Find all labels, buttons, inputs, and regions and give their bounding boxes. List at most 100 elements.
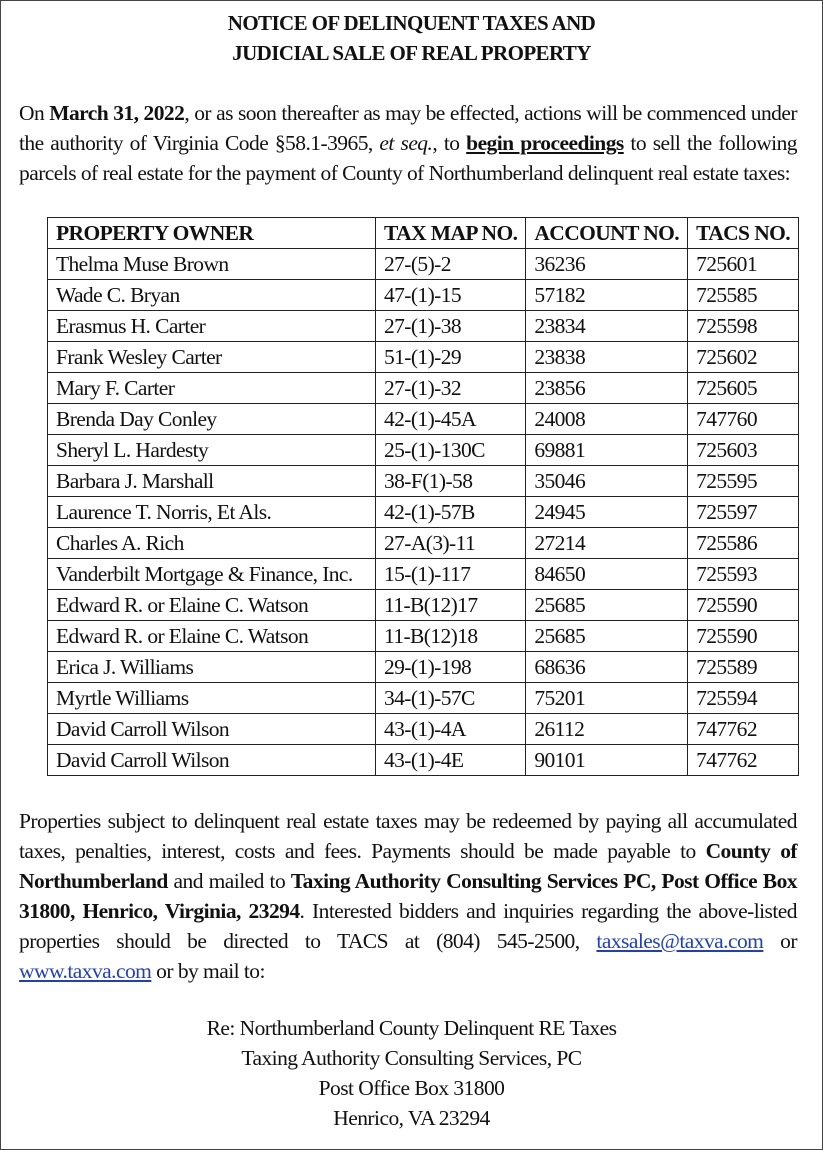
table-row: Erica J. Williams 29-(1)-198 68636 725589: [47, 651, 800, 683]
tacs-cell: 747760: [687, 403, 800, 435]
tax-map-cell: 27-(5)-2: [374, 248, 527, 280]
title-line: JUDICIAL SALE OF REAL PROPERTY: [232, 41, 591, 65]
tax-map-cell: 42-(1)-57B: [374, 496, 527, 528]
header-owner: PROPERTY OWNER: [47, 217, 376, 249]
header-tacs: TACS NO.: [687, 217, 800, 249]
table-row: Vanderbilt Mortgage & Finance, Inc. 15-(1…: [47, 558, 800, 590]
sale-date: March 31, 2022: [49, 101, 185, 125]
tacs-cell: 725605: [687, 372, 800, 404]
tacs-cell: 725601: [687, 248, 800, 280]
table-row: David Carroll Wilson 43-(1)-4E 90101 747762: [47, 744, 800, 776]
table-row: Wade C. Bryan 47-(1)-15 57182 725585: [47, 279, 800, 311]
table-row: Brenda Day Conley 42-(1)-45A 24008 747760: [47, 403, 800, 435]
account-cell: 36236: [525, 248, 689, 280]
tacs-cell: 725590: [687, 589, 800, 621]
owner-cell: Edward R. or Elaine C. Watson: [47, 589, 376, 621]
table-row: Myrtle Williams 34-(1)-57C 75201 725594: [47, 682, 800, 714]
tax-map-cell: 38-F(1)-58: [374, 465, 527, 497]
tax-map-cell: 27-(1)-32: [374, 372, 527, 404]
account-cell: 69881: [525, 434, 689, 466]
tacs-cell: 725602: [687, 341, 800, 373]
account-cell: 84650: [525, 558, 689, 590]
property-table: PROPERTY OWNER TAX MAP NO. ACCOUNT NO. T…: [47, 217, 800, 776]
begin-proceedings: begin proceedings: [466, 131, 624, 155]
table-row: Laurence T. Norris, Et Als. 42-(1)-57B 249…: [47, 496, 800, 528]
mailing-address: Re: Northumberland County Delinquent RE …: [206, 1016, 617, 1130]
header-tax-map: TAX MAP NO.: [374, 217, 527, 249]
table-row: Thelma Muse Brown 27-(5)-2 36236 725601: [47, 248, 800, 280]
account-cell: 26112: [525, 713, 689, 745]
account-cell: 25685: [525, 620, 689, 652]
redemption-paragraph: Properties subject to delinquent real es…: [19, 809, 798, 983]
tacs-cell: 725597: [687, 496, 800, 528]
owner-cell: Edward R. or Elaine C. Watson: [47, 620, 376, 652]
table-header-row: PROPERTY OWNER TAX MAP NO. ACCOUNT NO. T…: [47, 217, 800, 249]
table-row: Sheryl L. Hardesty 25-(1)-130C 69881 725603: [47, 434, 800, 466]
owner-cell: Thelma Muse Brown: [47, 248, 376, 280]
owner-cell: Frank Wesley Carter: [47, 341, 376, 373]
table-row: Barbara J. Marshall 38-F(1)-58 35046 725595: [47, 465, 800, 497]
tax-map-cell: 29-(1)-198: [374, 651, 527, 683]
account-cell: 23834: [525, 310, 689, 342]
account-cell: 90101: [525, 744, 689, 776]
tacs-cell: 725603: [687, 434, 800, 466]
table-row: Frank Wesley Carter 51-(1)-29 23838 725602: [47, 341, 800, 373]
owner-cell: Erica J. Williams: [47, 651, 376, 683]
account-cell: 57182: [525, 279, 689, 311]
tax-map-cell: 27-(1)-38: [374, 310, 527, 342]
table-row: Mary F. Carter 27-(1)-32 23856 725605: [47, 372, 800, 404]
title-line: NOTICE OF DELINQUENT TAXES AND: [227, 11, 596, 35]
table-row: Edward R. or Elaine C. Watson 11-B(12)17 2…: [47, 589, 800, 621]
tacs-cell: 725590: [687, 620, 800, 652]
website-link[interactable]: www.taxva.com: [19, 959, 152, 983]
account-cell: 24945: [525, 496, 689, 528]
owner-cell: David Carroll Wilson: [47, 744, 376, 776]
tax-map-cell: 11-B(12)17: [374, 589, 527, 621]
table-row: Erasmus H. Carter 27-(1)-38 23834 725598: [47, 310, 800, 342]
tax-map-cell: 43-(1)-4A: [374, 713, 527, 745]
tax-map-cell: 43-(1)-4E: [374, 744, 527, 776]
tax-map-cell: 27-A(3)-11: [374, 527, 527, 559]
tax-map-cell: 25-(1)-130C: [374, 434, 527, 466]
header-account: ACCOUNT NO.: [525, 217, 689, 249]
intro-paragraph: On March 31, 2022, or as soon thereafter…: [19, 101, 798, 185]
tax-map-cell: 51-(1)-29: [374, 341, 527, 373]
tacs-cell: 725585: [687, 279, 800, 311]
tacs-cell: 747762: [687, 744, 800, 776]
owner-cell: Wade C. Bryan: [47, 279, 376, 311]
email-link[interactable]: taxsales@taxva.com: [596, 929, 764, 953]
owner-cell: Mary F. Carter: [47, 372, 376, 404]
owner-cell: Erasmus H. Carter: [47, 310, 376, 342]
account-cell: 35046: [525, 465, 689, 497]
tax-map-cell: 15-(1)-117: [374, 558, 527, 590]
tacs-cell: 747762: [687, 713, 800, 745]
account-cell: 27214: [525, 527, 689, 559]
table-row: David Carroll Wilson 43-(1)-4A 26112 747762: [47, 713, 800, 745]
account-cell: 23838: [525, 341, 689, 373]
owner-cell: Vanderbilt Mortgage & Finance, Inc.: [47, 558, 376, 590]
tax-map-cell: 34-(1)-57C: [374, 682, 527, 714]
notice-title: NOTICE OF DELINQUENT TAXES AND JUDICIAL …: [0, 8, 823, 68]
table-row: Edward R. or Elaine C. Watson 11-B(12)18 2…: [47, 620, 800, 652]
tax-map-cell: 47-(1)-15: [374, 279, 527, 311]
owner-cell: Brenda Day Conley: [47, 403, 376, 435]
tax-map-cell: 11-B(12)18: [374, 620, 527, 652]
account-cell: 24008: [525, 403, 689, 435]
tacs-cell: 725586: [687, 527, 800, 559]
account-cell: 23856: [525, 372, 689, 404]
tacs-cell: 725589: [687, 651, 800, 683]
account-cell: 68636: [525, 651, 689, 683]
table-row: Charles A. Rich 27-A(3)-11 27214 725586: [47, 527, 800, 559]
owner-cell: Barbara J. Marshall: [47, 465, 376, 497]
owner-cell: Sheryl L. Hardesty: [47, 434, 376, 466]
account-cell: 75201: [525, 682, 689, 714]
owner-cell: Myrtle Williams: [47, 682, 376, 714]
tacs-cell: 725594: [687, 682, 800, 714]
account-cell: 25685: [525, 589, 689, 621]
tacs-cell: 725598: [687, 310, 800, 342]
owner-cell: Laurence T. Norris, Et Als.: [47, 496, 376, 528]
owner-cell: David Carroll Wilson: [47, 713, 376, 745]
tax-map-cell: 42-(1)-45A: [374, 403, 527, 435]
tacs-cell: 725595: [687, 465, 800, 497]
tacs-cell: 725593: [687, 558, 800, 590]
